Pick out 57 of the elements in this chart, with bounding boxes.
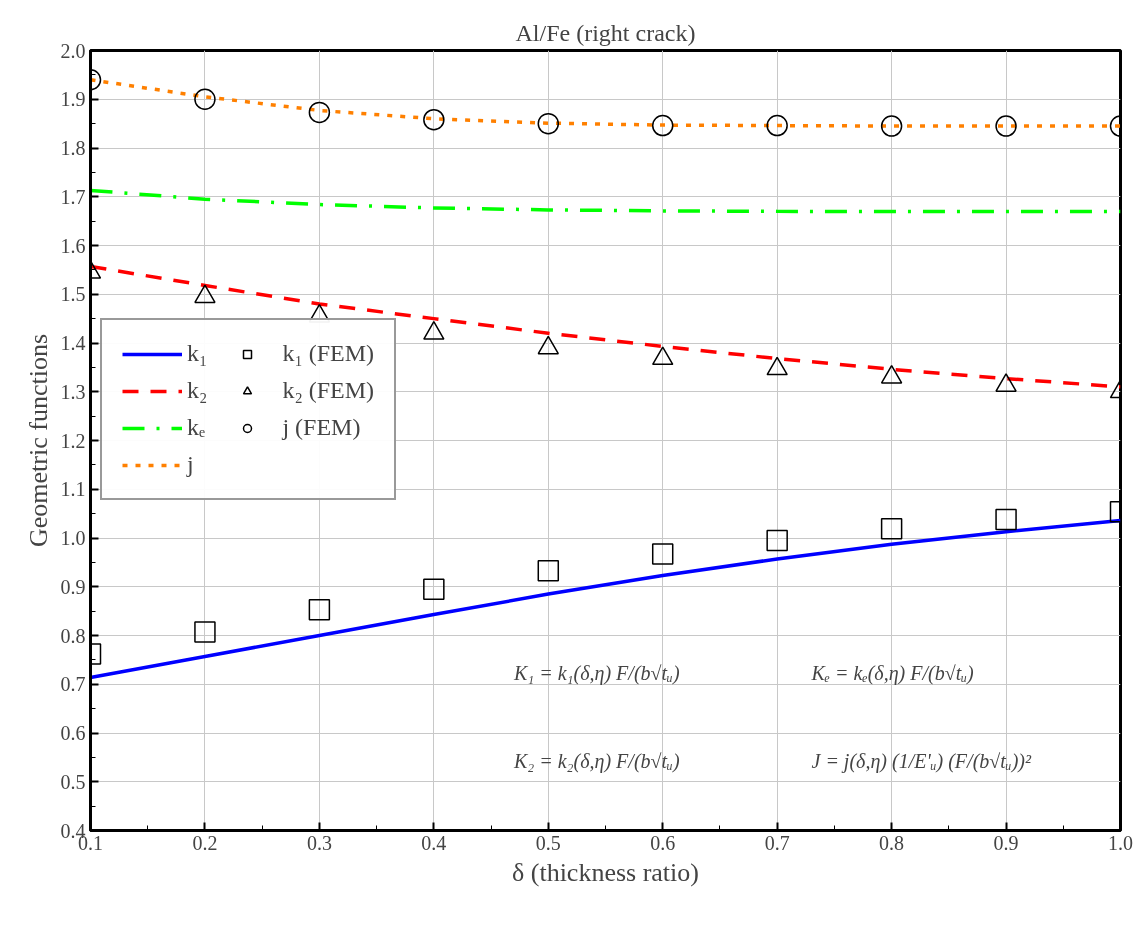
annotation: Kₑ = kₑ(δ,η) F/(b√tᵤ) <box>810 662 975 686</box>
point <box>194 88 216 110</box>
legend-label: k₁ (FEM) <box>282 340 375 367</box>
legend-label: j <box>187 451 195 478</box>
y-tick-label: 1.0 <box>60 527 86 549</box>
x-tick-label: 0.9 <box>993 831 1019 854</box>
point <box>651 543 674 565</box>
annotation: J = j(δ,η) (1/E'ᵤ) (F/(b√tᵤ))² <box>811 750 1033 773</box>
point <box>537 112 560 135</box>
point <box>995 115 1017 137</box>
x-tick-label: 0.7 <box>764 831 790 854</box>
point <box>880 115 903 137</box>
point <box>995 508 1017 531</box>
x-axis-title: δ (thickness ratio) <box>512 857 699 887</box>
x-tick-label: 0.4 <box>421 831 447 854</box>
x-tick-label: 1.0 <box>1108 831 1133 854</box>
legend-label: k₂ (FEM) <box>282 377 375 404</box>
line-series <box>90 188 1121 214</box>
x-tick-label: 0.2 <box>192 831 218 854</box>
y-tick-label: 1.8 <box>60 137 86 159</box>
point <box>651 114 674 137</box>
x-tick-label: 0.5 <box>535 831 561 854</box>
legend-label: kₑ <box>187 414 207 441</box>
y-tick-label: 0.8 <box>60 624 86 647</box>
legend-label: j (FEM) <box>282 414 361 441</box>
point <box>308 101 331 124</box>
legend-label: k₂ <box>187 377 208 404</box>
y-tick-label: 1.1 <box>60 478 86 501</box>
y-tick-label: 1.5 <box>60 283 86 306</box>
y-tick-label: 1.2 <box>60 429 86 452</box>
y-tick-label: 1.7 <box>60 185 86 208</box>
x-tick-label: 0.3 <box>306 831 332 854</box>
annotation: K₁ = k₁(δ,η) F/(b√tᵤ) <box>512 662 680 686</box>
point <box>308 598 331 621</box>
y-tick-label: 1.9 <box>60 88 86 111</box>
y-tick-label: 0.9 <box>60 575 86 598</box>
legend-label: k₁ <box>187 340 208 367</box>
point <box>423 108 445 131</box>
y-tick-label: 1.3 <box>60 380 86 403</box>
y-tick-label: 0.5 <box>60 770 86 793</box>
x-tick-label: 0.6 <box>650 831 676 854</box>
annotation: K₂ = k₂(δ,η) F/(b√tᵤ) <box>512 750 680 773</box>
y-tick-label: 0.7 <box>60 673 86 696</box>
point <box>766 529 788 552</box>
y-tick-label: 0.6 <box>60 722 86 744</box>
point <box>194 621 216 643</box>
y-tick-label: 1.4 <box>60 332 86 354</box>
y-tick-label: 2.0 <box>60 39 86 62</box>
chart-title: Al/Fe (right crack) <box>515 19 696 46</box>
y-axis-title: Geometric functions <box>23 333 53 547</box>
x-tick-label: 0.8 <box>879 831 905 854</box>
y-tick-label: 1.6 <box>60 234 86 257</box>
point <box>423 578 445 600</box>
line-series <box>90 78 1121 128</box>
point <box>766 114 788 137</box>
point <box>880 517 903 540</box>
point <box>537 559 560 582</box>
